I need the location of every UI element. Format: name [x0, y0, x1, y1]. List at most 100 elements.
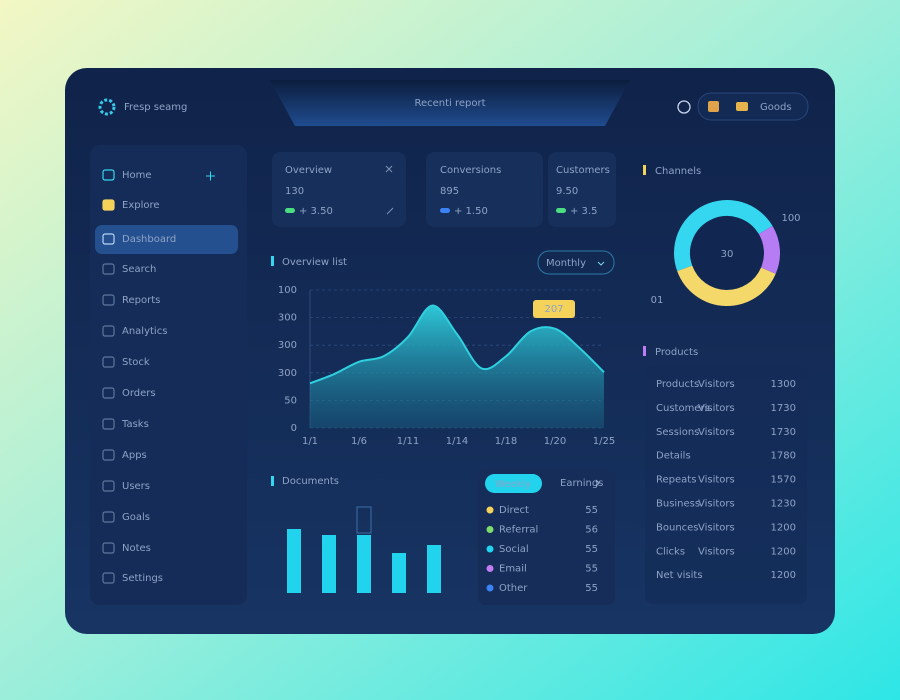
header-title: Recenti report	[414, 98, 485, 109]
legend-value: 55	[585, 564, 598, 575]
donut-label: 100	[781, 213, 800, 224]
card-delta-dot	[285, 208, 295, 213]
sidebar	[90, 145, 247, 605]
tab-text[interactable]: Weekly	[495, 479, 531, 490]
tab-active[interactable]	[485, 474, 542, 493]
x-tick-label: 1/18	[495, 436, 517, 447]
card-delta: + 3.50	[299, 206, 333, 217]
card-delta-dot	[440, 208, 450, 213]
x-tick-label: 1/20	[544, 436, 566, 447]
stat-card	[548, 152, 616, 227]
nav-add[interactable]	[206, 171, 215, 181]
product-sub: Visitors	[698, 379, 735, 390]
product-name: Net visits	[656, 570, 703, 581]
period-button-text: Monthly	[546, 258, 586, 269]
product-value: 1780	[771, 451, 796, 462]
y-tick-label: 300	[278, 340, 297, 351]
card-value: 130	[285, 186, 304, 197]
nav-item[interactable]: Analytics	[122, 326, 167, 337]
product-sub: Visitors	[698, 499, 735, 510]
nav-item[interactable]: Tasks	[121, 419, 149, 430]
legend-value: 55	[585, 544, 598, 555]
y-tick-label: 300	[278, 313, 297, 324]
stat-card	[272, 152, 406, 227]
nav-item[interactable]: Stock	[122, 357, 150, 368]
nav-item[interactable]: Reports	[122, 295, 160, 306]
tooltip-text: 207	[544, 304, 563, 315]
products-panel	[645, 366, 807, 604]
bar-title: Documents	[282, 476, 339, 487]
product-name: Customers	[656, 403, 710, 414]
product-name: Business	[656, 499, 700, 510]
product-value: 1230	[771, 499, 796, 510]
nav-icon	[102, 199, 115, 211]
y-tick-label: 100	[278, 285, 297, 296]
pill-text: Goods	[760, 102, 792, 113]
product-value: 1200	[771, 522, 796, 533]
product-value: 1300	[771, 379, 796, 390]
nav-icon	[102, 325, 115, 337]
tab-caret	[595, 479, 600, 487]
card-close[interactable]	[385, 165, 393, 173]
legend-name: Referral	[499, 525, 538, 536]
nav-icon	[102, 511, 115, 523]
donut-center: 30	[721, 249, 734, 260]
card-value: 9.50	[556, 186, 578, 197]
nav-icon	[102, 233, 115, 245]
legend-name: Other	[499, 583, 528, 594]
legend-name: Direct	[499, 505, 529, 516]
pill-icon	[708, 101, 719, 112]
sidebar-active	[95, 225, 238, 254]
nav-item[interactable]: Search	[122, 264, 156, 275]
nav-item[interactable]: Apps	[122, 450, 147, 461]
donut-hole	[691, 217, 763, 289]
nav-icon	[102, 542, 115, 554]
nav-item[interactable]: Notes	[122, 543, 151, 554]
nav-icon	[102, 294, 115, 306]
period-button[interactable]	[537, 250, 615, 275]
product-name: Bounces	[656, 522, 699, 533]
product-name: Repeats	[656, 475, 696, 486]
legend-value: 55	[585, 505, 598, 516]
user-pill[interactable]	[697, 92, 809, 121]
product-sub: Visitors	[698, 403, 735, 414]
product-name: Products	[656, 379, 699, 390]
nav-item[interactable]: Settings	[122, 573, 163, 584]
product-name: Details	[656, 451, 691, 462]
y-tick-label: 50	[284, 395, 297, 406]
legend-name: Social	[499, 544, 529, 555]
tooltip-box	[533, 300, 575, 318]
card-label: Conversions	[440, 165, 501, 176]
nav-icon	[102, 356, 115, 368]
nav-icon	[102, 387, 115, 399]
tab-text[interactable]: Earnings	[560, 478, 603, 489]
nav-icon	[102, 263, 115, 275]
legend-name: Email	[499, 564, 527, 575]
nav-item[interactable]: Explore	[122, 200, 160, 211]
product-sub: Visitors	[698, 546, 735, 557]
donut-segment	[677, 265, 776, 306]
legend-dot	[486, 584, 494, 592]
bar	[287, 529, 301, 593]
title-marker	[271, 256, 274, 266]
nav-item[interactable]: Home	[122, 170, 152, 181]
nav-icon	[102, 480, 115, 492]
search-icon[interactable]	[677, 100, 691, 114]
card-trend	[386, 207, 394, 215]
nav-icon	[102, 572, 115, 584]
legend-dot	[486, 545, 494, 553]
nav-item[interactable]: Dashboard	[122, 234, 176, 245]
nav-item[interactable]: Orders	[122, 388, 156, 399]
nav-item[interactable]: Users	[122, 481, 150, 492]
y-tick-label: 300	[278, 368, 297, 379]
nav-icon	[102, 418, 115, 430]
product-value: 1200	[771, 546, 796, 557]
donut-title: Channels	[655, 166, 701, 177]
area-line	[309, 304, 605, 385]
nav-item[interactable]: Goals	[122, 512, 150, 523]
bar	[392, 553, 406, 593]
legend-value: 55	[585, 583, 598, 594]
product-value: 1200	[771, 570, 796, 581]
x-tick-label: 1/14	[446, 436, 468, 447]
